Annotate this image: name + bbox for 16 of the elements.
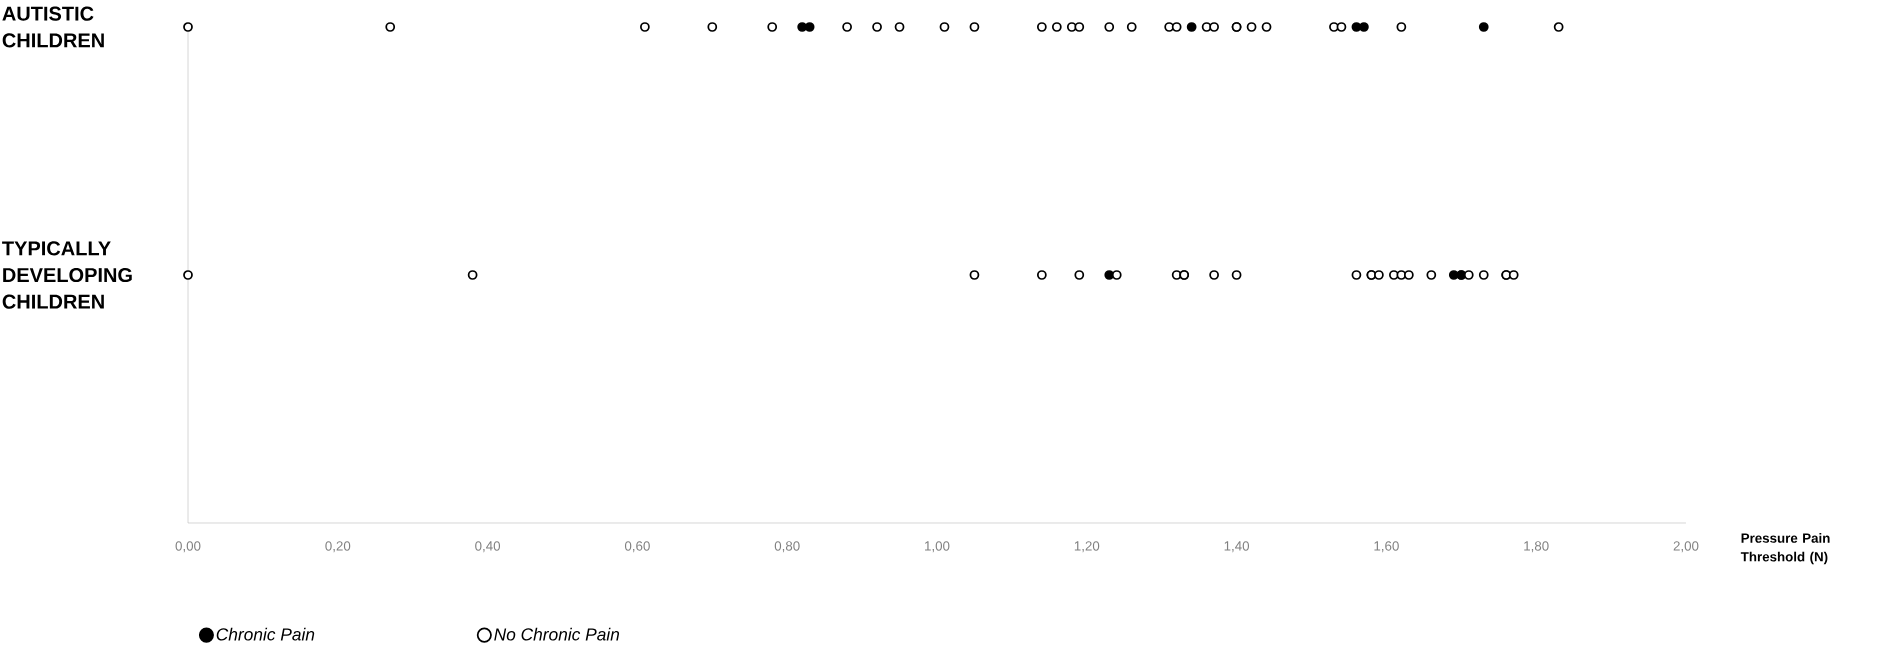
legend-label: No Chronic Pain xyxy=(494,627,620,641)
x-axis-title: Pressure Pain Threshold (N) xyxy=(1740,533,1830,565)
y-tick-label: AUTISTIC CHILDREN xyxy=(2,6,104,48)
x-tick-label: 0,80 xyxy=(774,541,800,553)
x-tick-label: 0,20 xyxy=(325,541,351,553)
x-tick-label: 1,60 xyxy=(1374,541,1399,553)
y-tick-label: TYPICALLY DEVELOPING CHILDREN xyxy=(2,241,132,309)
x-tick-label: 1,80 xyxy=(1524,541,1549,553)
x-tick-label: 0,40 xyxy=(475,541,501,553)
x-tick-label: 1,40 xyxy=(1224,541,1250,553)
x-tick-label: 1,00 xyxy=(925,541,950,553)
x-tick-label: 0,00 xyxy=(175,541,201,553)
x-tick-label: 2,00 xyxy=(1673,541,1699,553)
x-tick-label: 0,60 xyxy=(624,541,650,553)
x-tick-label: 1,20 xyxy=(1074,541,1100,553)
legend-label: Chronic Pain xyxy=(216,627,315,641)
